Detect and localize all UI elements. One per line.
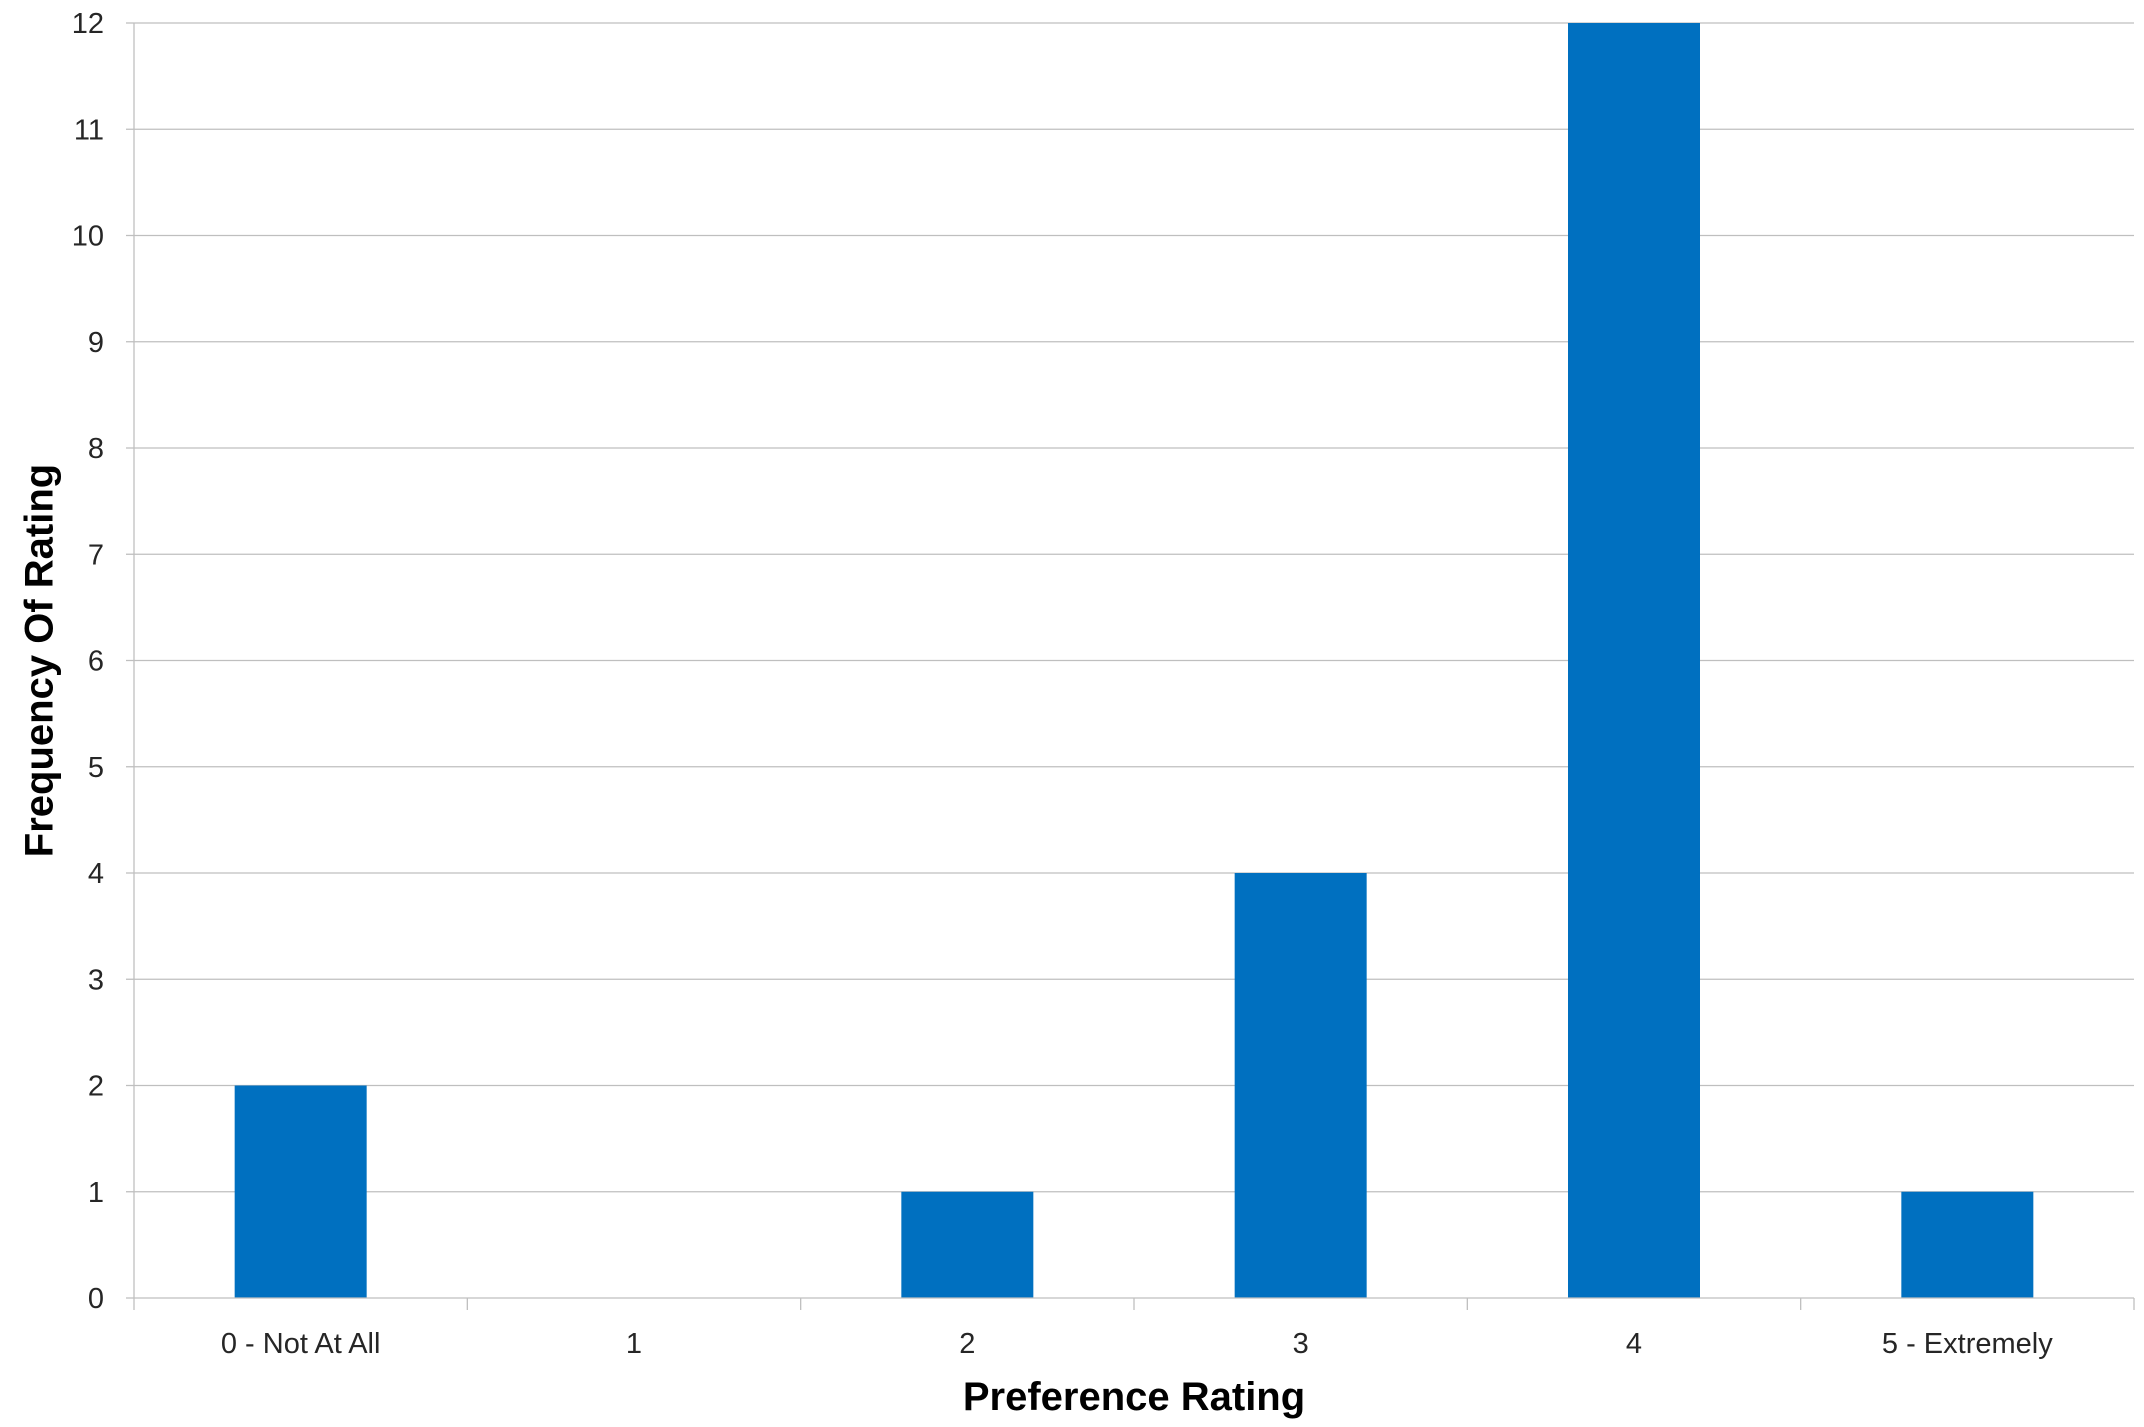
- y-tick-label: 4: [88, 858, 104, 890]
- x-tick-label: 1: [626, 1328, 642, 1360]
- bar-2: [901, 1191, 1034, 1298]
- y-axis-title: Frequency Of Rating: [18, 464, 62, 857]
- x-tick-label: 3: [1293, 1328, 1309, 1360]
- y-tick-label: 6: [88, 646, 104, 678]
- y-tick-label: 10: [72, 221, 104, 253]
- y-tick-label: 9: [88, 327, 104, 359]
- y-tick-label: 0: [88, 1283, 104, 1315]
- x-tick-label: 5 - Extremely: [1882, 1328, 2053, 1360]
- y-tick-label: 1: [88, 1177, 104, 1209]
- y-tick-label: 8: [88, 433, 104, 465]
- axes: [126, 22, 2135, 1310]
- y-tick-label: 5: [88, 752, 104, 784]
- bar-4: [1568, 23, 1700, 1298]
- x-tick-label: 2: [959, 1328, 975, 1360]
- bar-3: [1234, 873, 1367, 1298]
- bar-0: [234, 1085, 367, 1298]
- bars: [234, 23, 2034, 1298]
- x-tick-label: 4: [1626, 1328, 1642, 1360]
- y-tick-label: 12: [72, 8, 104, 40]
- gridlines: [134, 22, 2134, 1193]
- bar-5: [1901, 1191, 2034, 1298]
- y-tick-label: 3: [88, 964, 104, 996]
- y-tick-label: 11: [74, 114, 104, 146]
- x-axis-title: Preference Rating: [963, 1375, 1305, 1419]
- y-tick-label: 2: [88, 1071, 104, 1103]
- y-tick-label: 7: [88, 539, 104, 571]
- x-tick-label: 0 - Not At All: [221, 1328, 381, 1360]
- x-tick-labels: 0 - Not At All 1 2 3 4 5 - Extremely: [221, 1328, 2053, 1360]
